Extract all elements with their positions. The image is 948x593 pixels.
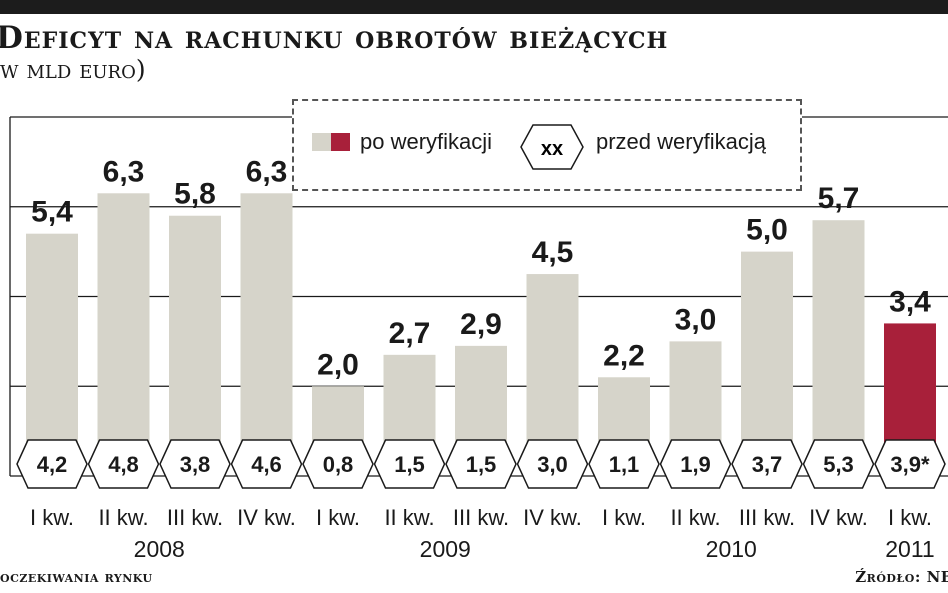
x-tick-label: III kw.	[739, 505, 795, 530]
legend-item-after: po weryfikacji	[312, 129, 492, 155]
hexagon-badge	[159, 439, 231, 489]
bar-value-label: 6,3	[103, 155, 145, 188]
hexagon-badge	[731, 439, 803, 489]
bar-value-label: 2,9	[460, 308, 502, 341]
bar-value-label: 2,0	[317, 348, 359, 381]
bar-value-label: 2,7	[389, 317, 431, 350]
x-year-label: 2009	[420, 536, 471, 562]
bar	[741, 251, 793, 476]
x-tick-label: II kw.	[98, 505, 148, 530]
legend-swatch-gray	[312, 133, 331, 151]
hexagon-badge	[230, 439, 303, 489]
bar-value-label: 5,7	[818, 182, 860, 215]
hexagon-badge	[874, 439, 946, 489]
hexagon-badge	[87, 439, 160, 489]
bar-value-label: 5,4	[31, 196, 73, 229]
hexagon-value-label: 3,0	[537, 452, 568, 477]
x-tick-label: III kw.	[453, 505, 509, 530]
legend-hexagon-icon: xx	[520, 124, 584, 170]
hexagon-value-label: 3,7	[752, 452, 783, 477]
hexagon-badge	[516, 439, 589, 489]
hexagon-badge	[659, 439, 732, 489]
top-bar	[0, 0, 948, 14]
legend-label-after: po weryfikacji	[360, 129, 493, 154]
x-year-label: 2011	[885, 536, 934, 562]
x-year-label: 2010	[706, 536, 757, 562]
chart-title: Deficyt na rachunku obrotów bieżących	[0, 20, 669, 56]
hexagon-badge	[802, 439, 875, 489]
bar	[169, 215, 221, 476]
legend-swatch-red	[331, 133, 350, 151]
legend-hex-text: xx	[541, 138, 563, 160]
hexagon-value-label: 4,8	[108, 452, 139, 477]
hexagon-value-label: 3,9*	[890, 452, 930, 477]
bar-value-label: 2,2	[603, 339, 645, 372]
hexagon-value-label: 1,5	[466, 452, 497, 477]
footer-note: oczekiwania rynku	[0, 568, 153, 586]
x-tick-label: I kw.	[30, 505, 74, 530]
hexagon-value-label: 4,6	[251, 452, 282, 477]
x-year-label: 2008	[134, 536, 185, 562]
x-tick-label: I kw.	[316, 505, 360, 530]
x-tick-label: II kw.	[670, 505, 720, 530]
x-tick-label: IV kw.	[237, 505, 296, 530]
hexagon-badge	[373, 439, 446, 489]
x-tick-label: IV kw.	[809, 505, 868, 530]
hexagon-badge	[302, 439, 374, 489]
hexagon-value-label: 1,9	[680, 452, 711, 477]
legend: po weryfikacji xx przed weryfikacją	[292, 99, 802, 191]
hexagon-value-label: 3,8	[180, 452, 211, 477]
bar-value-label: 4,5	[532, 236, 574, 269]
hexagon-value-label: 1,1	[609, 452, 640, 477]
x-tick-label: IV kw.	[523, 505, 582, 530]
chart-subtitle: w mld euro)	[0, 55, 146, 84]
legend-label-before: przed weryfikacją	[596, 129, 766, 154]
bar	[240, 193, 293, 476]
x-tick-label: II kw.	[384, 505, 434, 530]
bar-value-label: 5,8	[174, 178, 216, 211]
x-tick-label: I kw.	[888, 505, 932, 530]
hexagon-value-label: 5,3	[823, 452, 854, 477]
bar-value-label: 3,0	[675, 303, 717, 336]
hexagon-badge	[445, 439, 517, 489]
legend-item-before: przed weryfikacją	[596, 129, 766, 155]
bar-value-label: 5,0	[746, 214, 788, 247]
bar	[26, 233, 78, 476]
bar	[812, 220, 865, 476]
hexagon-badge	[16, 439, 88, 489]
hexagon-value-label: 1,5	[394, 452, 425, 477]
hexagon-value-label: 0,8	[323, 452, 354, 477]
x-tick-label: I kw.	[602, 505, 646, 530]
hexagon-value-label: 4,2	[37, 452, 68, 477]
x-tick-label: III kw.	[167, 505, 223, 530]
bar-value-label: 6,3	[246, 155, 288, 188]
bar-value-label: 3,4	[889, 285, 931, 318]
bar	[97, 193, 150, 476]
source-note: Źródło: NB	[855, 568, 948, 586]
hexagon-badge	[588, 439, 660, 489]
